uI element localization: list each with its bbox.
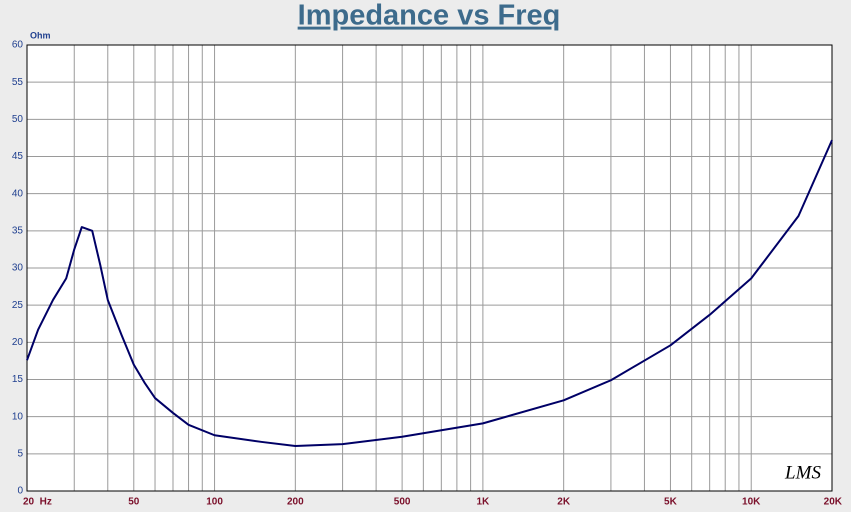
y-tick-label: 30: [12, 263, 24, 274]
x-tick-label: 200: [287, 497, 304, 508]
x-tick-label: 10K: [742, 497, 761, 508]
y-tick-label: 15: [12, 374, 24, 385]
plot-border: [26, 44, 833, 492]
y-tick-label: 55: [12, 77, 24, 88]
y-tick-label: 0: [17, 486, 23, 497]
x-tick-label: 50: [128, 497, 140, 508]
y-tick-label: 45: [12, 151, 24, 162]
y-tick-label: 5: [17, 448, 23, 459]
y-tick-label: 10: [12, 411, 24, 422]
x-tick-label: 1K: [476, 497, 490, 508]
y-tick-label: 25: [12, 300, 24, 311]
impedance-line: [26, 139, 833, 448]
chart-title: Impedance vs Freq: [298, 0, 561, 32]
x-tick-label: 5K: [664, 497, 678, 508]
y-tick-label: 50: [12, 114, 24, 125]
y-tick-label: 40: [12, 188, 24, 199]
signature: LMS: [784, 462, 821, 483]
x-tick-label: 100: [206, 497, 223, 508]
y-tick-label: 35: [12, 225, 24, 236]
x-tick-label: 500: [394, 497, 411, 508]
x-tick-label: 20 Hz: [23, 497, 52, 508]
y-tick-label: 60: [12, 40, 24, 51]
y-unit: Ohm: [30, 30, 51, 40]
x-tick-label: 2K: [557, 497, 571, 508]
x-tick-label: 20K: [824, 497, 843, 508]
y-tick-label: 20: [12, 337, 24, 348]
